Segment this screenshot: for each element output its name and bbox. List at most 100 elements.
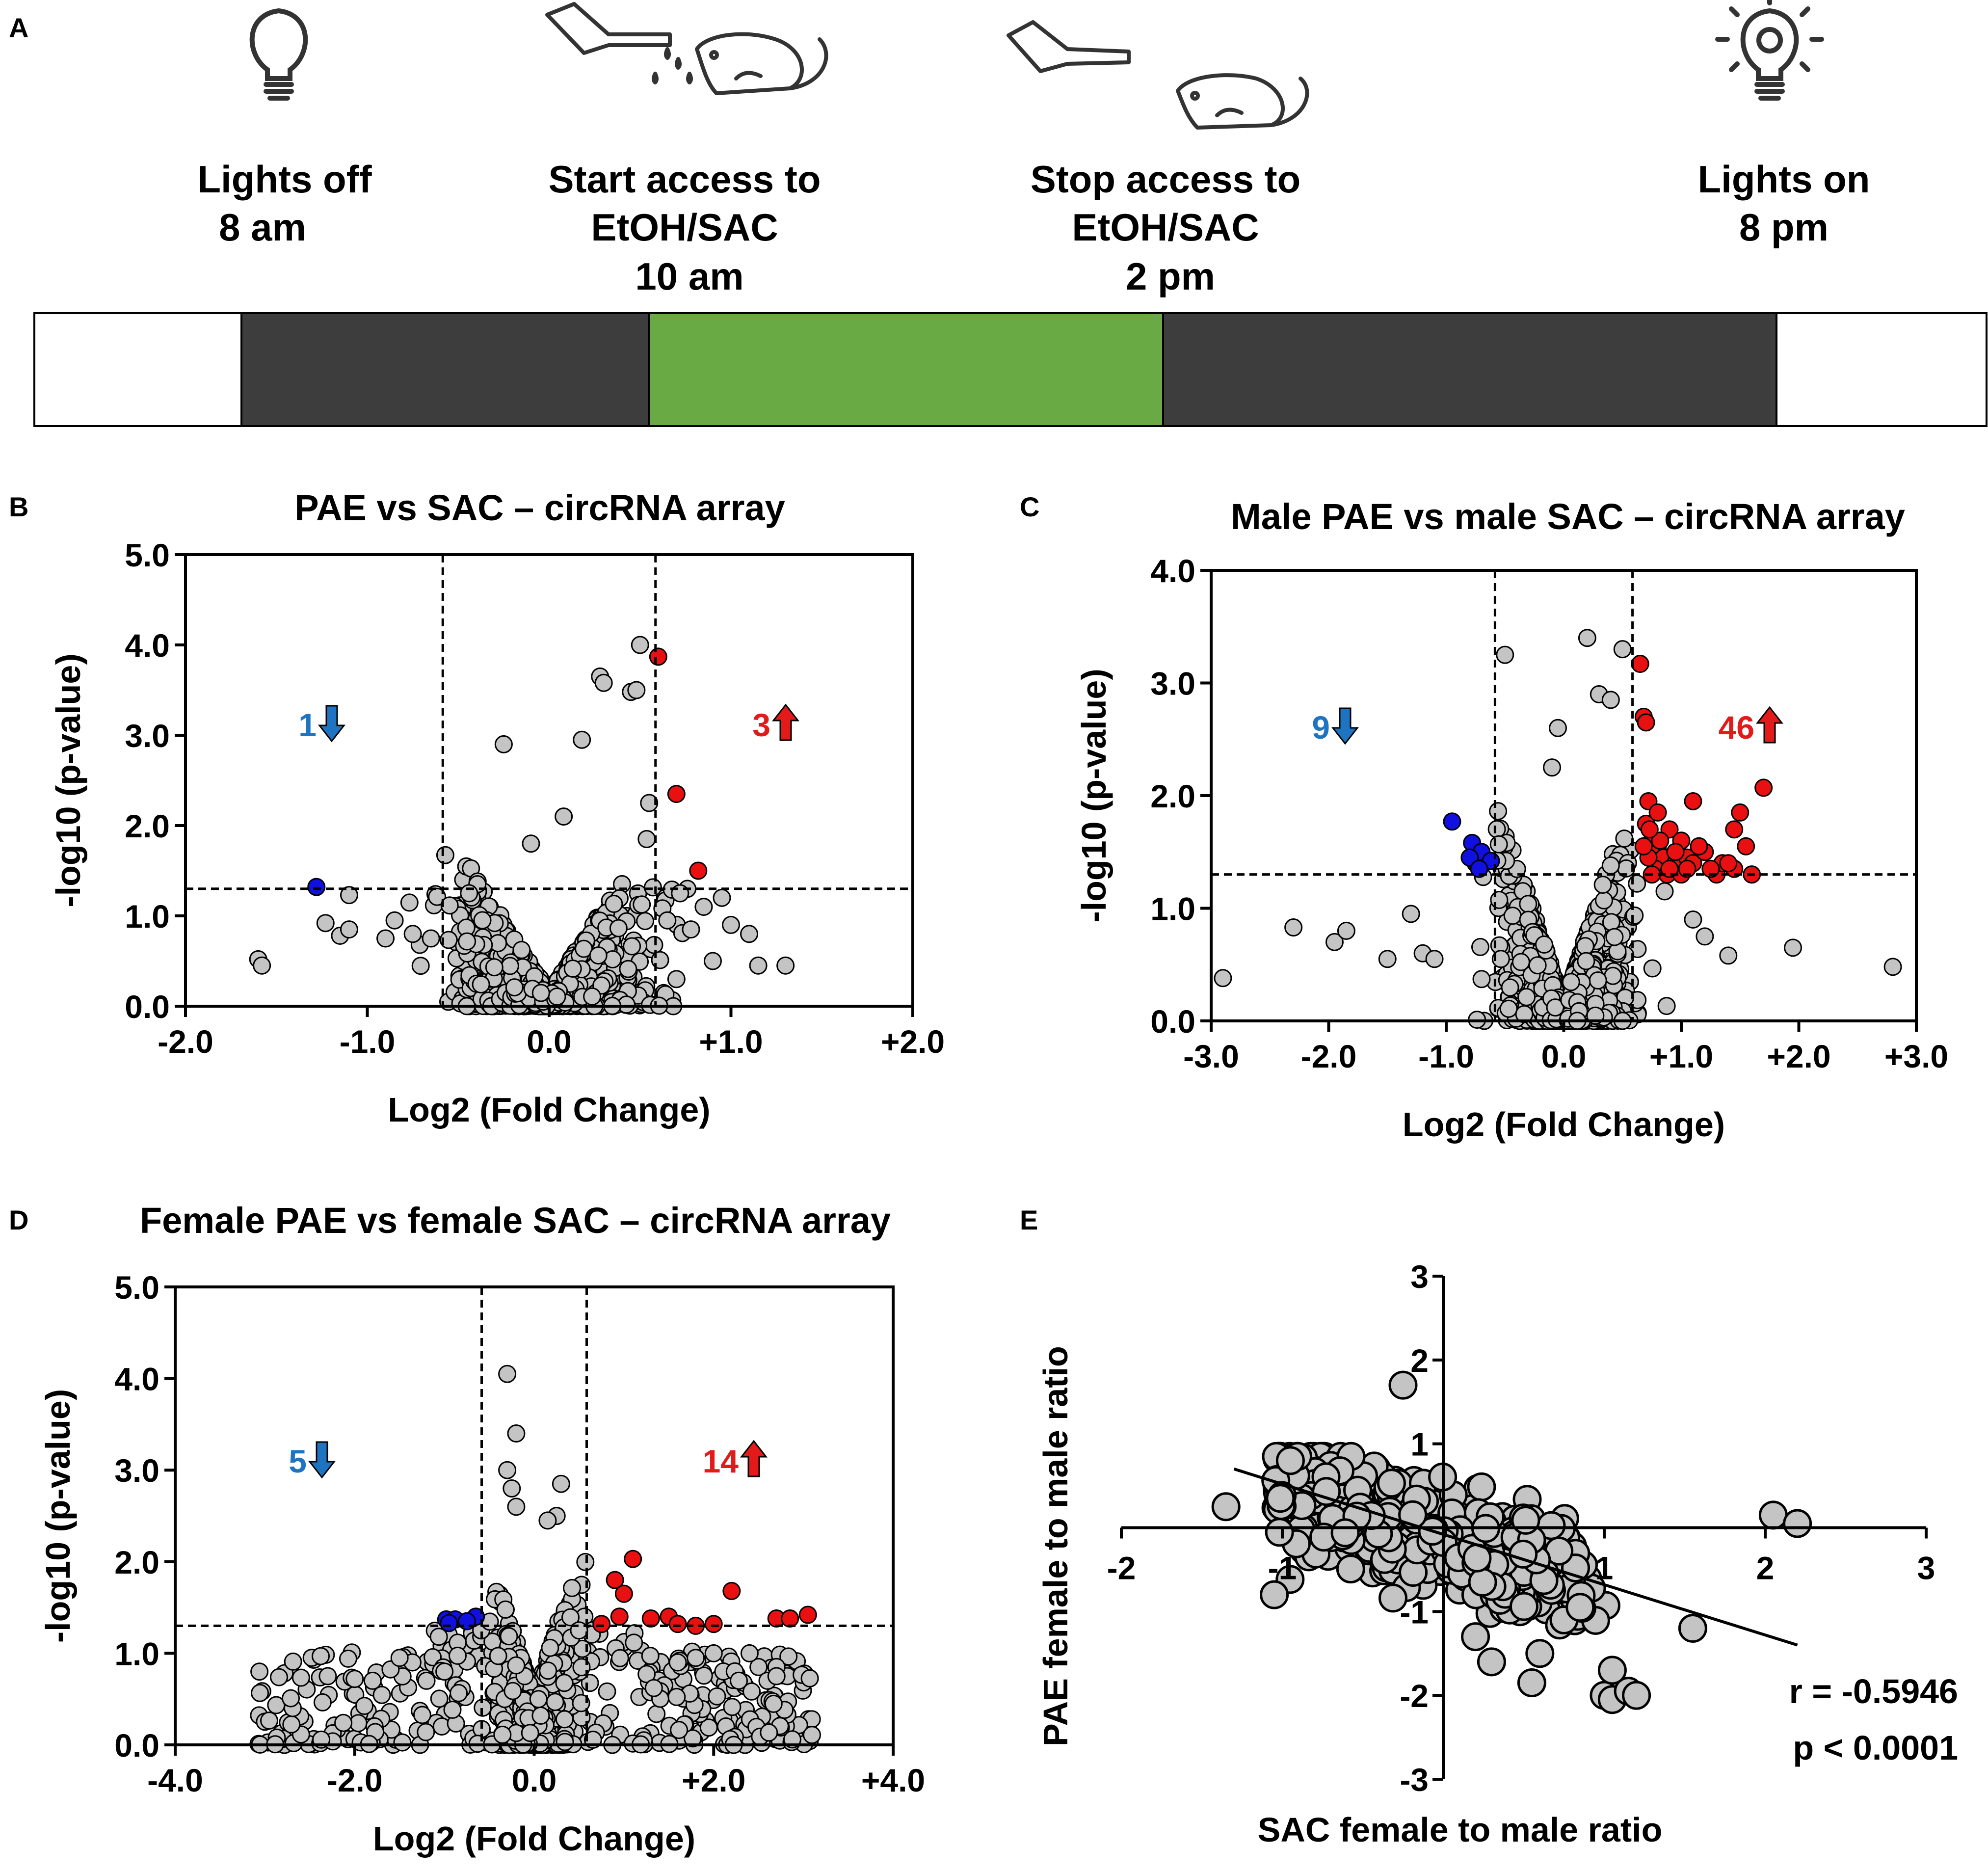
ns-point — [623, 937, 641, 956]
ns-point — [1402, 905, 1420, 923]
ns-point — [767, 1667, 786, 1685]
x-tick-label: -4.0 — [147, 1762, 203, 1798]
x-tick-label: 0.0 — [1541, 1038, 1587, 1074]
ns-point — [531, 1707, 550, 1725]
ns-point — [1562, 973, 1580, 991]
ns-point — [589, 946, 608, 965]
panel-b: B PAE vs SAC – circRNA array-2.0 -1.0 0.0 +… — [9, 487, 945, 1129]
up-regulated-point — [798, 1605, 817, 1624]
ns-point — [250, 1662, 269, 1681]
ns-point — [512, 940, 531, 959]
y-tick-label: 5.0 — [125, 537, 170, 573]
up-regulated-point — [1737, 837, 1755, 856]
ns-point — [1503, 907, 1522, 925]
ns-point — [417, 1671, 436, 1690]
ns-point — [1496, 645, 1514, 664]
ns-point — [1643, 959, 1662, 978]
ns-point — [609, 919, 628, 937]
ns-point — [472, 975, 490, 994]
down-regulated-point — [457, 1612, 476, 1631]
ns-point — [539, 1661, 557, 1680]
ns-point — [760, 1723, 778, 1742]
ns-point — [647, 1705, 666, 1723]
correlation-point-cloud — [1211, 1370, 1812, 1714]
ns-point — [1499, 999, 1518, 1018]
ns-point — [1628, 874, 1646, 893]
event-start-access-subtitle: EtOH/SAC — [591, 206, 778, 249]
ns-point — [538, 1511, 557, 1530]
plot-frame — [184, 553, 914, 1008]
ns-point — [428, 887, 447, 906]
ns-point — [458, 932, 477, 951]
panel-label-e: E — [1020, 1204, 1038, 1235]
ns-point — [723, 1698, 742, 1716]
x-tick-label: +3.0 — [1884, 1038, 1948, 1074]
ns-point — [393, 1733, 412, 1752]
ns-point — [1472, 970, 1491, 989]
ns-point — [687, 1649, 705, 1667]
ns-point — [1543, 758, 1562, 777]
ns-point — [803, 1726, 821, 1744]
ns-point — [253, 956, 271, 975]
ns-point — [583, 987, 602, 1006]
y-axis-label: -log10 (p-value) — [1075, 669, 1113, 922]
ns-point — [1578, 629, 1596, 647]
x-tick-label: +1.0 — [1649, 1038, 1713, 1074]
ns-point — [1576, 937, 1594, 956]
y-axis-label: -log10 (p-value) — [39, 1389, 77, 1643]
ns-point — [1883, 958, 1902, 976]
x-tick-label: -2.0 — [158, 1023, 213, 1060]
ns-point — [284, 1652, 302, 1671]
ns-point — [355, 1697, 373, 1715]
ns-point — [713, 888, 731, 907]
up-regulated-point — [1666, 843, 1685, 861]
ns-point — [563, 960, 582, 978]
ns-point-cloud — [249, 636, 795, 1016]
ns-point — [339, 1649, 357, 1668]
ns-point-cloud — [249, 1364, 821, 1754]
event-stop-access-time: 2 pm — [1126, 255, 1215, 298]
ns-point — [1696, 927, 1714, 946]
event-stop-access-title: Stop access to — [1031, 158, 1301, 201]
ns-point — [260, 1712, 278, 1730]
panel-d: D Female PAE vs female SAC – circRNA arr… — [9, 1200, 925, 1858]
x-tick-label: 0.0 — [512, 1762, 557, 1798]
ns-point — [340, 886, 358, 905]
y-tick-label: 2.0 — [125, 808, 170, 844]
y-tick-label: 5.0 — [114, 1269, 159, 1306]
ns-point — [749, 956, 768, 975]
x-tick-label: +2.0 — [1767, 1038, 1830, 1074]
up-regulated-point — [1731, 803, 1749, 822]
up-regulated-point — [610, 1607, 629, 1626]
up-regulated-point — [624, 1550, 642, 1568]
x-tick-label: +2.0 — [682, 1762, 745, 1798]
ns-point — [667, 970, 686, 989]
y-tick-label: 4.0 — [125, 627, 170, 664]
down-arrow-icon — [1331, 707, 1359, 745]
ns-point — [340, 920, 358, 939]
ns-point — [742, 1682, 761, 1701]
y-tick-label: 0.0 — [125, 989, 170, 1025]
ns-point — [641, 1647, 660, 1665]
x-tick-label: -1.0 — [340, 1023, 396, 1060]
x-tick-label: +2.0 — [881, 1023, 945, 1060]
down-count-label: 1 — [298, 707, 317, 743]
ns-point — [1784, 938, 1802, 957]
ns-point — [570, 1621, 588, 1640]
ns-point — [496, 1600, 515, 1619]
event-stop-access-subtitle: EtOH/SAC — [1072, 206, 1259, 249]
ns-point — [411, 957, 430, 975]
ns-point — [292, 1668, 310, 1687]
ns-point — [1604, 966, 1622, 985]
event-lights-off-title: Lights off — [197, 158, 372, 201]
ns-point — [1284, 918, 1303, 937]
ns-point — [1601, 856, 1620, 875]
ns-point — [644, 1679, 663, 1697]
ns-point — [598, 1682, 616, 1701]
up-count-label: 14 — [703, 1443, 739, 1479]
ns-point — [1214, 969, 1232, 988]
ns-point — [1425, 950, 1444, 968]
event-start-access-time: 10 am — [635, 255, 743, 298]
ns-point — [450, 1684, 468, 1702]
ns-point — [1549, 719, 1567, 737]
